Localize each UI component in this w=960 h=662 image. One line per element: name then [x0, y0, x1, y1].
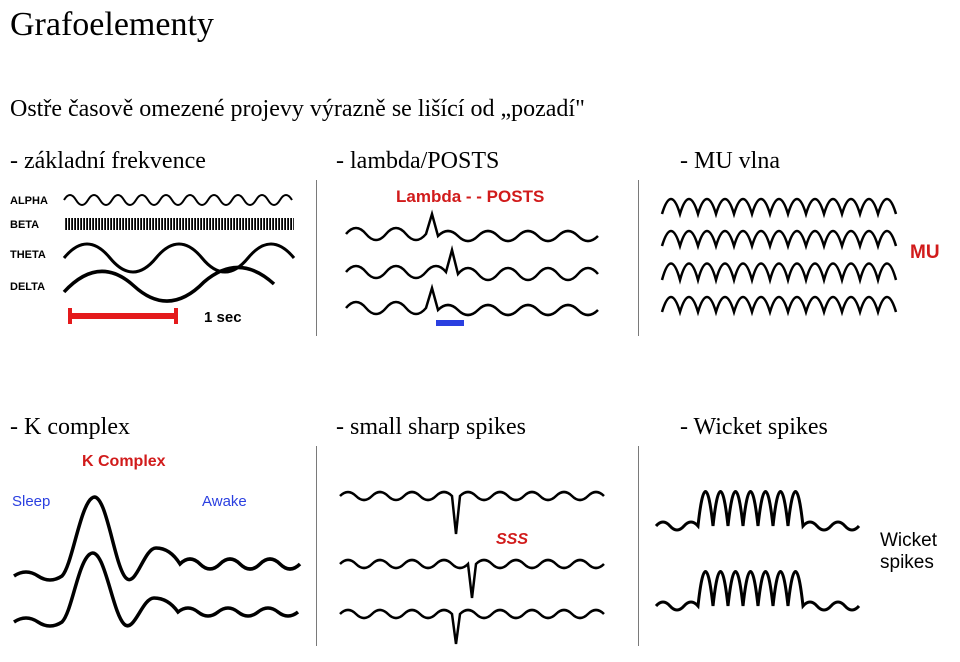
mu-trace-1	[662, 199, 896, 214]
time-scale-label: 1 sec	[204, 309, 242, 326]
freq-waves-svg: ALPHA BETA THETA DELTA 1 sec	[4, 180, 316, 336]
wicket-trace-2	[656, 572, 859, 611]
lambda-trace-1	[346, 214, 598, 241]
wave-theta	[64, 244, 294, 272]
kcomplex-state-awake: Awake	[202, 493, 247, 510]
mu-trace-3	[662, 264, 896, 281]
lambda-posts-title: Lambda - - POSTS	[396, 187, 544, 206]
sss-trace-1	[340, 492, 604, 534]
panel-sss: SSS	[326, 446, 639, 646]
sss-trace-3	[340, 610, 604, 644]
wave-beta-hatch	[64, 218, 294, 230]
label-lambda-posts: - lambda/POSTS	[336, 148, 499, 175]
label-wicket-spikes: - Wicket spikes	[680, 414, 828, 441]
mu-svg: MU	[648, 180, 956, 336]
wicket-svg: Wicket spikes	[648, 446, 956, 646]
sss-label: SSS	[496, 531, 528, 548]
kcomplex-state-sleep: Sleep	[12, 493, 50, 510]
sss-trace-2	[340, 560, 604, 598]
wave-alpha	[64, 195, 292, 205]
kcomplex-svg: K Complex Sleep Awake	[4, 446, 316, 646]
band-label-beta: BETA	[10, 219, 39, 231]
band-label-theta: THETA	[10, 249, 46, 261]
lambda-trace-3	[346, 288, 598, 315]
kcomplex-trace-1	[14, 497, 300, 580]
mu-trace-2	[662, 231, 896, 246]
band-label-alpha: ALPHA	[10, 195, 48, 207]
wave-delta	[64, 267, 274, 301]
kcomplex-title: K Complex	[82, 453, 166, 470]
panel-basic-frequency: ALPHA BETA THETA DELTA 1 sec	[4, 180, 317, 336]
page-subtitle: Ostře časově omezené projevy výrazně se …	[10, 96, 585, 123]
label-mu-wave: - MU vlna	[680, 148, 780, 175]
panel-lambda-posts: Lambda - - POSTS	[326, 180, 639, 336]
wicket-label-line2: spikes	[880, 552, 934, 573]
lambda-marker	[436, 320, 464, 326]
mu-label: MU	[910, 242, 940, 263]
wicket-trace-1	[656, 492, 859, 531]
mu-trace-4	[662, 297, 896, 312]
lambda-trace-2	[346, 250, 598, 280]
kcomplex-trace-2	[14, 553, 298, 626]
panel-wicket: Wicket spikes	[648, 446, 956, 646]
label-small-sharp-spikes: - small sharp spikes	[336, 414, 526, 441]
label-k-complex: - K complex	[10, 414, 130, 441]
sss-svg: SSS	[326, 446, 638, 646]
panel-k-complex: K Complex Sleep Awake	[4, 446, 317, 646]
label-basic-frequency: - základní frekvence	[10, 148, 206, 175]
band-label-delta: DELTA	[10, 281, 45, 293]
panel-mu: MU	[648, 180, 956, 336]
lambda-posts-svg: Lambda - - POSTS	[326, 180, 638, 336]
page-title: Grafoelementy	[10, 6, 214, 44]
wicket-label-line1: Wicket	[880, 530, 938, 551]
